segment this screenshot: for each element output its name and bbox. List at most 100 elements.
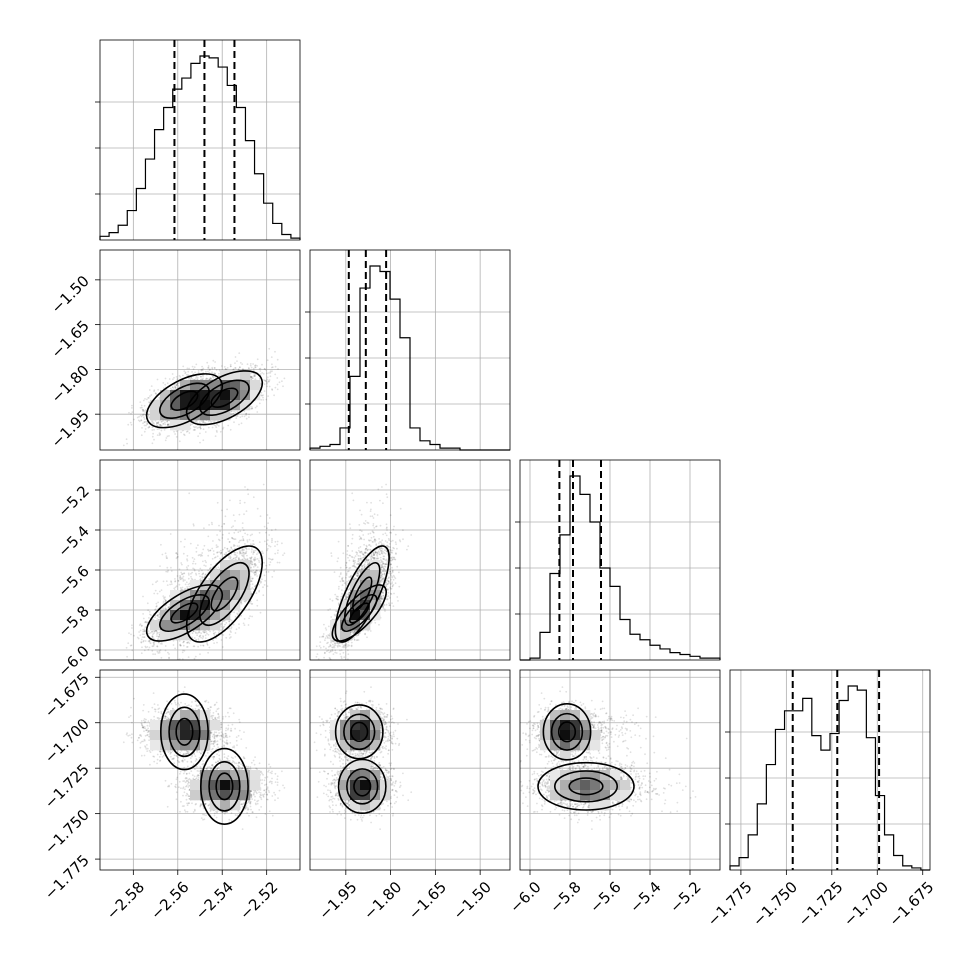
- sample-point: [216, 501, 219, 504]
- sample-point: [208, 371, 211, 374]
- sample-point: [229, 365, 232, 368]
- sample-point: [245, 412, 248, 415]
- sample-point: [230, 410, 233, 413]
- sample-point: [250, 400, 252, 403]
- sample-point: [178, 374, 181, 377]
- sample-point: [203, 544, 206, 547]
- sample-point: [219, 430, 222, 433]
- sample-point: [122, 444, 125, 447]
- sample-point: [185, 430, 188, 433]
- sample-point: [241, 522, 244, 524]
- sample-point: [144, 398, 146, 400]
- sample-point: [222, 626, 225, 629]
- sample-point: [282, 385, 284, 388]
- sample-point: [259, 370, 262, 372]
- sample-point: [189, 378, 192, 381]
- sample-point: [225, 622, 228, 624]
- density-cell: [220, 410, 231, 421]
- sample-point: [168, 423, 171, 426]
- sample-point: [180, 644, 182, 647]
- sample-point: [159, 424, 162, 426]
- sample-point: [271, 370, 273, 373]
- sample-point: [216, 641, 218, 644]
- sample-point: [236, 415, 239, 418]
- sample-point: [265, 380, 268, 383]
- sample-point: [175, 384, 178, 386]
- sample-point: [278, 381, 281, 384]
- sample-point: [240, 422, 243, 425]
- sample-point: [156, 421, 158, 424]
- sample-point: [214, 361, 217, 363]
- sample-point: [147, 426, 150, 429]
- sample-point: [167, 423, 170, 426]
- sample-point: [193, 426, 196, 429]
- sample-point: [177, 382, 179, 384]
- scatter-content: [122, 347, 286, 447]
- sample-point: [154, 419, 157, 422]
- sample-point: [263, 390, 266, 392]
- sample-point: [183, 370, 186, 372]
- sample-point: [256, 365, 258, 367]
- sample-point: [224, 368, 227, 370]
- sample-point: [151, 420, 154, 423]
- sample-point: [200, 369, 203, 372]
- sample-point: [139, 406, 142, 409]
- sample-point: [245, 412, 248, 415]
- sample-point: [213, 420, 216, 422]
- sample-point: [274, 386, 277, 389]
- sample-point: [191, 365, 194, 368]
- sample-point: [153, 423, 155, 425]
- sample-point: [198, 421, 201, 423]
- sample-point: [266, 585, 269, 587]
- sample-point: [158, 428, 160, 430]
- sample-point: [197, 370, 200, 372]
- sample-point: [207, 420, 210, 423]
- sample-point: [200, 420, 203, 422]
- sample-point: [242, 368, 244, 370]
- sample-point: [215, 426, 218, 428]
- sample-point: [166, 420, 169, 423]
- sample-point: [229, 549, 231, 552]
- sample-point: [173, 388, 176, 391]
- sample-point: [164, 439, 167, 442]
- density-cell: [230, 400, 241, 411]
- sample-point: [142, 422, 144, 425]
- density-cell: [160, 400, 171, 411]
- sample-point: [233, 410, 235, 413]
- sample-point: [206, 361, 209, 364]
- sample-point: [243, 549, 246, 551]
- sample-point: [229, 365, 232, 368]
- sample-point: [269, 375, 272, 378]
- sample-point: [235, 628, 238, 631]
- sample-point: [130, 412, 132, 415]
- sample-point: [208, 369, 211, 371]
- sample-point: [199, 427, 202, 430]
- sample-point: [146, 422, 149, 425]
- sample-point: [186, 430, 189, 433]
- axis-frame: [729, 669, 931, 871]
- sample-point: [212, 376, 215, 379]
- sample-point: [210, 377, 212, 379]
- sample-point: [142, 409, 145, 411]
- sample-point: [194, 429, 196, 431]
- density-cell: [150, 410, 161, 421]
- sample-point: [153, 428, 155, 431]
- sample-point: [220, 549, 222, 552]
- sample-point: [195, 363, 198, 366]
- sample-point: [222, 426, 225, 429]
- sample-point: [237, 368, 240, 371]
- sample-point: [241, 415, 244, 418]
- sample-point: [193, 569, 196, 572]
- sample-point: [143, 424, 146, 427]
- sample-point: [226, 367, 229, 369]
- sample-point: [140, 419, 143, 422]
- contour-line: [159, 382, 210, 420]
- sample-point: [230, 414, 233, 417]
- sample-point: [157, 388, 160, 391]
- sample-point: [230, 626, 233, 629]
- sample-point: [190, 575, 192, 578]
- sample-point: [161, 420, 163, 423]
- sample-point: [212, 359, 215, 362]
- sample-point: [266, 359, 269, 362]
- sample-point: [187, 374, 190, 376]
